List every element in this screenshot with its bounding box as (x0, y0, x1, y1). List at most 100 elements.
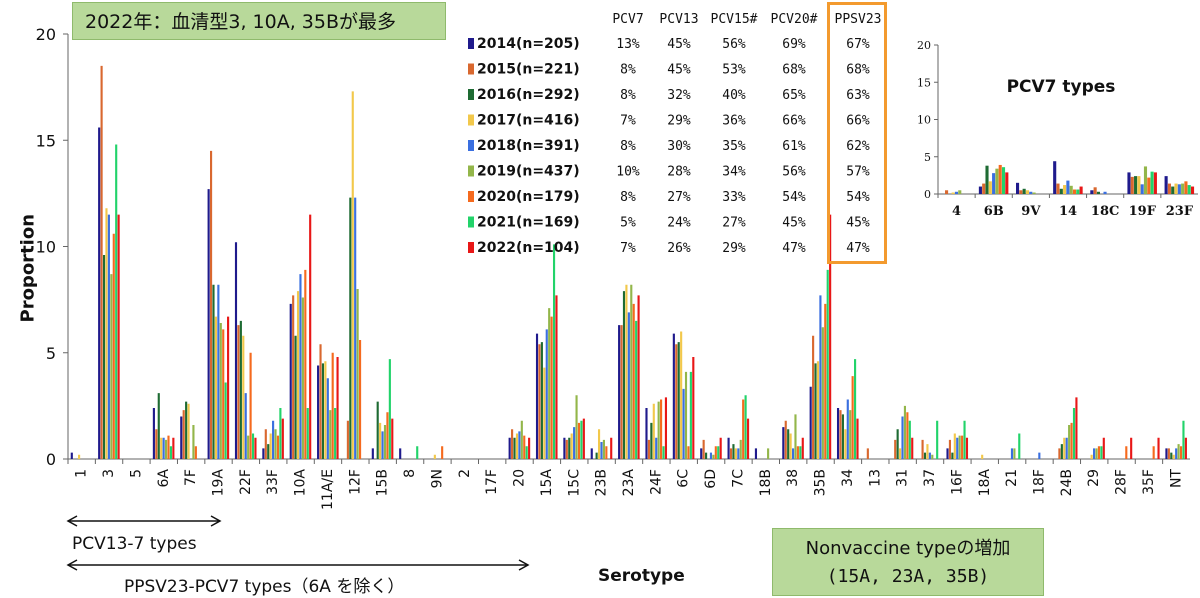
bar (262, 448, 265, 459)
x-tick-label: 1 (74, 469, 90, 478)
table-cell: 7% (620, 241, 636, 256)
x-tick-label: 6C (676, 469, 692, 488)
y-axis-label: Proportion (17, 213, 39, 323)
table-cell: 24% (667, 216, 691, 231)
bar (794, 414, 797, 459)
table-cell: 8% (620, 190, 636, 205)
table-cell: 53% (722, 63, 746, 78)
x-tick-label: 21 (1004, 469, 1020, 487)
inset-bar (1137, 176, 1141, 194)
bar (911, 437, 914, 459)
bar (349, 197, 352, 459)
bar (1065, 437, 1068, 459)
table-cell: 47% (846, 241, 870, 256)
bar (115, 144, 118, 459)
x-tick-label: 24F (648, 469, 664, 495)
bar (304, 269, 307, 459)
bar (78, 454, 81, 459)
bar (351, 91, 354, 459)
bar (513, 437, 516, 459)
table-header: PCV13 (659, 12, 698, 27)
inset-bar (998, 164, 1002, 194)
bar (209, 150, 213, 459)
table-cell: 8% (620, 139, 636, 154)
x-tick-label: 2 (457, 469, 473, 478)
inset-bar (1019, 190, 1023, 194)
inset-bar (1056, 183, 1060, 194)
inset-bar (1187, 185, 1191, 194)
bar (717, 446, 720, 459)
bar (155, 429, 158, 459)
bar (391, 418, 394, 459)
bar (1090, 454, 1093, 459)
bar (329, 410, 332, 459)
table-cell: 61% (782, 139, 806, 154)
bar (269, 433, 272, 459)
x-tick-label: 18B (758, 469, 774, 496)
bar (1013, 448, 1016, 459)
bar (164, 439, 168, 459)
table-cell: 8% (620, 63, 636, 78)
bar (662, 446, 665, 459)
bar (518, 431, 521, 459)
bar (844, 429, 847, 459)
bar (376, 401, 379, 459)
bar (1010, 448, 1014, 459)
bar (719, 437, 722, 459)
bar (217, 284, 220, 459)
main-bars (70, 65, 1187, 459)
bar (948, 439, 952, 459)
bar (821, 327, 824, 459)
bar (222, 329, 225, 459)
bar (379, 422, 382, 459)
bar (1018, 433, 1021, 459)
bar (744, 395, 747, 459)
inset-x-tick-label: 14 (1059, 204, 1077, 219)
bar (326, 378, 329, 459)
inset-bar (958, 190, 962, 194)
bar (963, 420, 966, 459)
bar (687, 446, 690, 459)
inset-bar (1059, 188, 1063, 194)
table-cell: 40% (722, 88, 746, 103)
bar (1167, 448, 1170, 459)
inset-bar (1127, 172, 1131, 194)
x-tick-label: 18F (1031, 469, 1047, 495)
table-cell: 10% (616, 165, 640, 180)
x-tick-label: 15C (566, 469, 582, 497)
bar (160, 437, 163, 459)
bar (605, 446, 608, 459)
bar (618, 325, 621, 459)
y-tick-label: 5 (46, 344, 56, 363)
bar (635, 320, 638, 459)
bar (672, 333, 675, 459)
table-cell: 57% (846, 165, 870, 180)
inset-bar (1063, 185, 1067, 194)
bar (1072, 408, 1076, 459)
inset-x-tick-label: 18C (1091, 204, 1119, 219)
bar (1172, 454, 1175, 459)
inset-bar (1147, 177, 1151, 194)
table-header: PCV15# (711, 12, 758, 27)
y-tick-label: 10 (36, 238, 56, 257)
inset-x-tick-label: 9V (1021, 204, 1041, 219)
bar (921, 439, 924, 459)
table-cell: 30% (667, 139, 691, 154)
bar (525, 446, 528, 459)
bar (276, 435, 280, 459)
bar (742, 399, 745, 459)
bar (555, 295, 558, 459)
inset-bar (1177, 184, 1181, 194)
inset-x-tick-label: 6B (984, 204, 1004, 219)
bar (754, 448, 758, 459)
x-tick-label: 29 (1086, 469, 1102, 487)
inset-bar (985, 165, 989, 194)
x-tick-label: 24B (1059, 469, 1075, 496)
bar (1175, 448, 1178, 459)
table-cell: 27% (722, 216, 746, 231)
bar (622, 291, 626, 459)
bar (791, 448, 795, 459)
bar (354, 197, 357, 459)
legend-swatch (468, 191, 474, 202)
x-tick-label: 7F (183, 469, 199, 486)
